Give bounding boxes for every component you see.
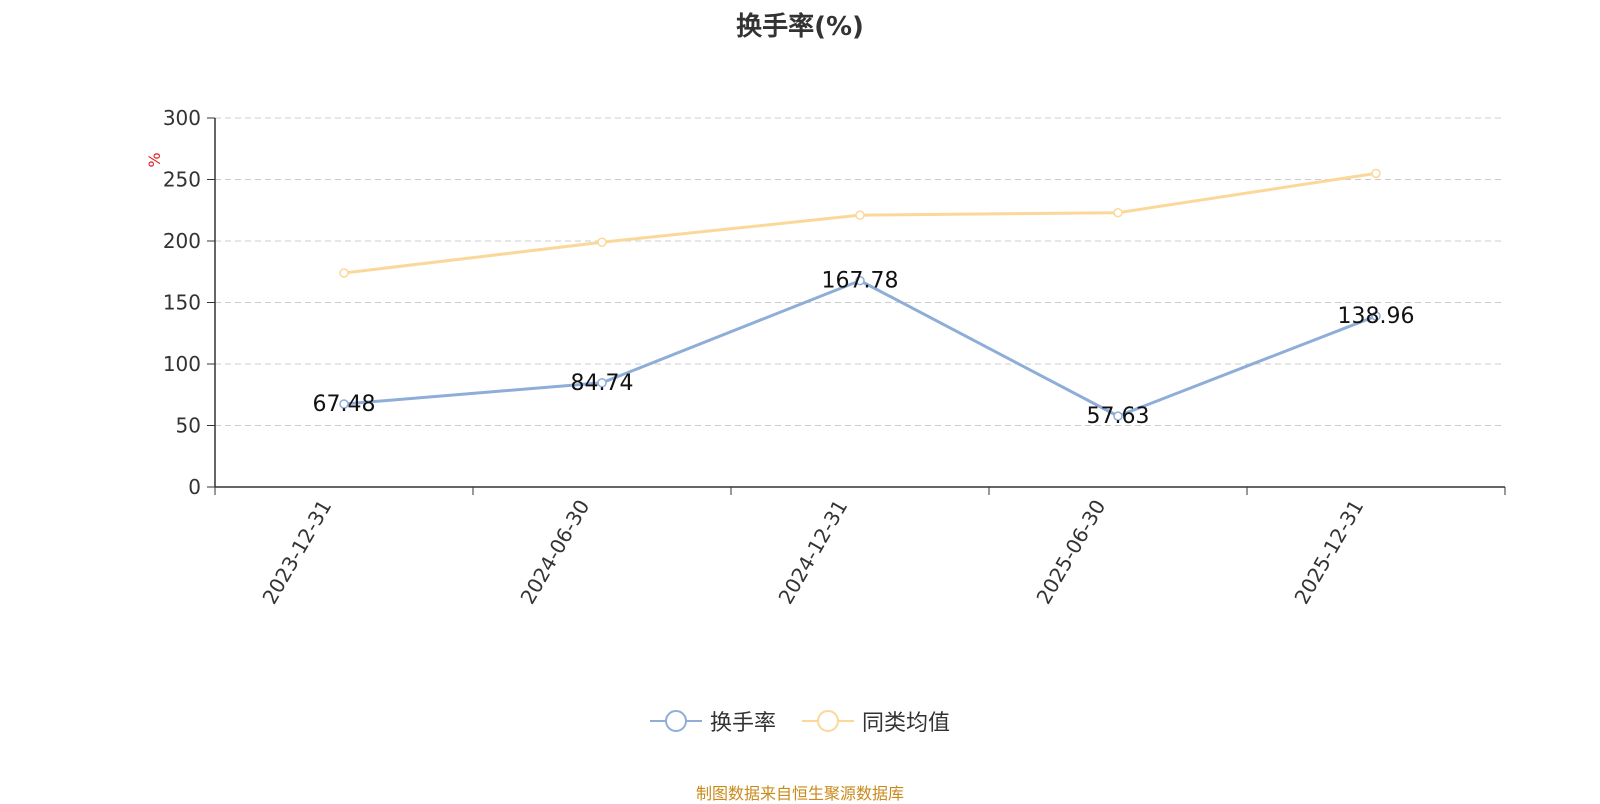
data-source-note: 制图数据来自恒生聚源数据库 [695,784,904,803]
data-point-turnover [597,378,607,388]
data-point-turnover [1113,411,1123,421]
x-tick-label: 2024-12-31 [773,496,852,609]
data-label: 67.48 [313,392,376,417]
legend-line-circle-icon [802,710,854,732]
legend-label-peer-average: 同类均值 [862,711,951,736]
x-tick-label: 2025-06-30 [1031,496,1110,609]
x-tick-label: 2025-12-31 [1289,496,1368,609]
legend-label-turnover: 换手率 [709,711,776,736]
data-point-turnover [339,399,349,409]
data-point-turnover [855,275,865,286]
legend-item-peer-average[interactable]: 同类均值 [802,705,950,737]
y-tick-label: 150 [163,291,201,315]
data-label: 167.78 [822,269,899,294]
x-tick-label: 2024-06-30 [515,496,594,609]
y-tick-label: 250 [163,168,201,192]
y-unit-label: % [145,152,164,167]
data-point-peer-average [1371,168,1381,179]
legend-line-circle-icon [649,710,702,732]
data-point-peer-average [1113,207,1123,218]
y-tick-label: 200 [163,229,201,253]
legend: 换手率 同类均值 [0,705,1600,737]
series-line-turnover [343,279,1377,418]
y-tick-label: 0 [188,475,201,499]
chart-title: 换手率(%) [736,12,864,42]
x-tick-label: 2023-12-31 [257,496,336,609]
data-point-peer-average [597,237,607,247]
y-tick-label: 50 [176,414,201,438]
y-tick-label: 100 [163,352,201,376]
data-label: 57.63 [1087,404,1150,429]
data-point-peer-average [855,210,865,220]
legend-item-turnover[interactable]: 换手率 [649,705,776,737]
series-line-peer-average [343,171,1377,275]
data-label: 84.74 [571,371,634,396]
y-tick-label: 300 [163,106,201,130]
data-label: 138.96 [1338,304,1415,329]
data-point-turnover [1371,311,1381,321]
data-point-peer-average [339,268,349,278]
